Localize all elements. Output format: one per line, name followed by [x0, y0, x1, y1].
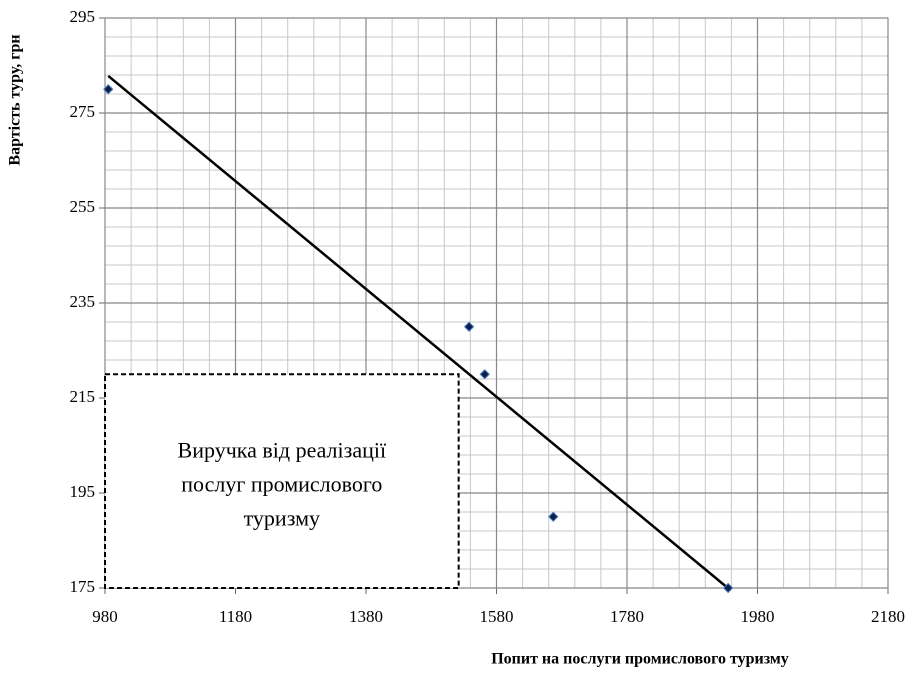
y-axis-title: Вартість туру, грн — [7, 34, 24, 165]
y-tick-label: 215 — [70, 387, 96, 406]
x-tick-label: 1780 — [610, 607, 644, 626]
y-tick-label: 175 — [70, 577, 96, 596]
plot-border — [104, 17, 889, 589]
annotation-text: Виручка від реалізації — [178, 437, 387, 462]
point — [722, 582, 734, 594]
x-tick-label: 1980 — [741, 607, 775, 626]
annotation-text: послуг промислового — [181, 471, 382, 496]
point — [103, 84, 114, 95]
x-tick-label: 1380 — [349, 607, 383, 626]
x-tick-label: 1180 — [219, 607, 252, 626]
annotation-box — [104, 373, 460, 589]
point — [479, 369, 490, 380]
y-tick-label: 235 — [70, 292, 96, 311]
x-tick-label: 980 — [92, 607, 118, 626]
annotation-text: туризму — [244, 505, 320, 530]
y-tick-label: 275 — [70, 102, 96, 121]
y-tick-label: 255 — [70, 197, 96, 216]
y-tick-label: 195 — [70, 482, 96, 501]
x-axis-title: Попит на послуги промислового туризму — [491, 651, 789, 668]
x-tick-label: 1580 — [480, 607, 514, 626]
point — [548, 511, 559, 522]
point — [463, 321, 475, 332]
y-tick-label: 295 — [70, 7, 96, 26]
trendline — [107, 74, 731, 591]
x-tick-label: 2180 — [871, 607, 905, 626]
